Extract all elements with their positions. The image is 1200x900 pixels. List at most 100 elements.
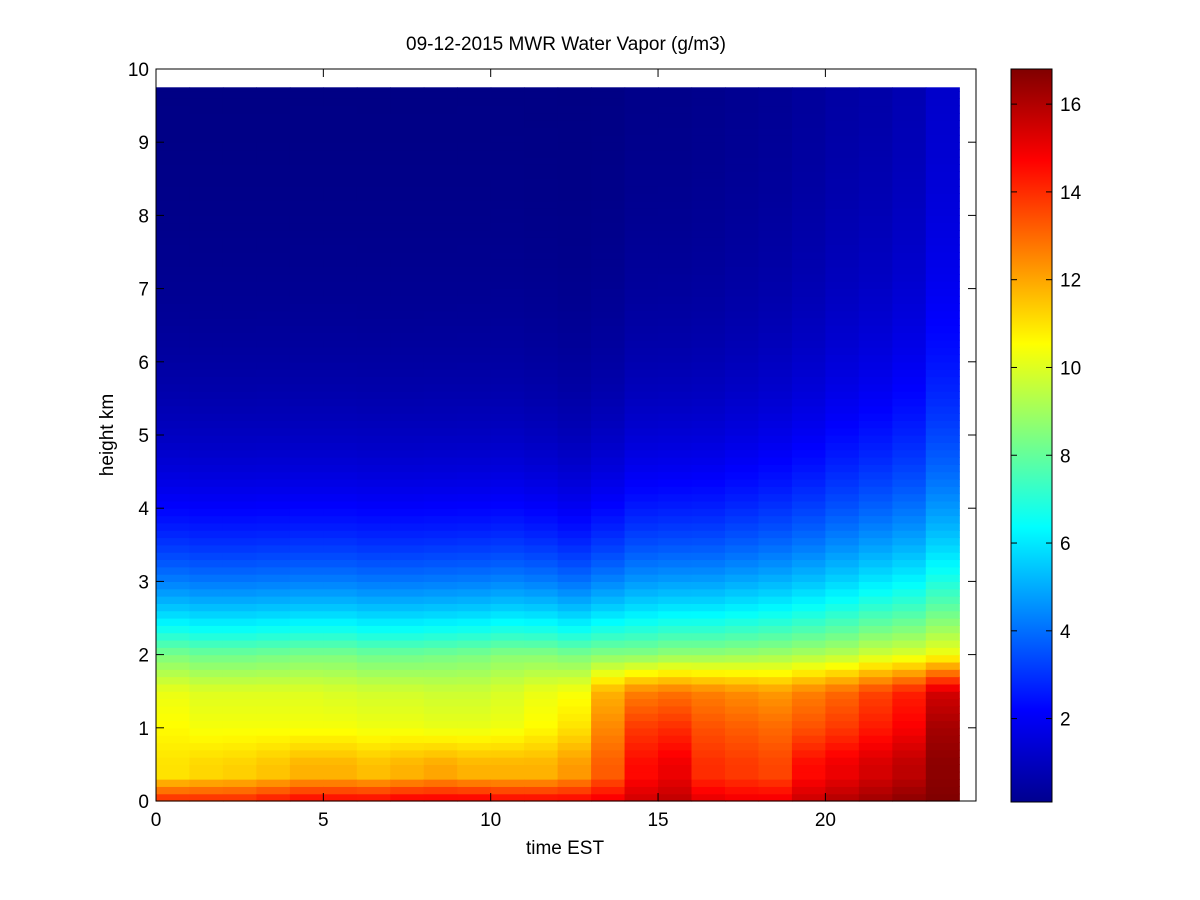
heatmap-cell [256,566,291,575]
heatmap-cell [222,288,258,297]
heatmap-cell [858,87,893,92]
heatmap-cell [691,683,726,692]
heatmap-cell [156,661,191,670]
heatmap-cell [791,654,826,663]
heatmap-cell [825,200,860,209]
heatmap-cell [222,632,258,641]
heatmap-cell [791,603,826,612]
heatmap-cell [156,581,191,590]
heatmap-cell [925,259,960,268]
heatmap-cell [189,522,224,531]
heatmap-cell [591,632,626,641]
heatmap-cell [658,581,693,590]
heatmap-cell [658,771,693,780]
heatmap-cell [791,669,826,678]
heatmap-cell [925,742,960,751]
heatmap-cell [289,127,324,136]
heatmap-cell [390,757,425,765]
heatmap-cell [256,610,291,619]
heatmap-cell [858,530,893,539]
heatmap-cell [423,757,458,765]
heatmap-cell [490,508,525,517]
heatmap-cell [591,691,626,700]
heatmap-cell [423,266,458,275]
heatmap-cell [222,449,258,458]
heatmap-cell [925,544,960,553]
heatmap-cell [222,252,258,260]
heatmap-cell [691,149,726,158]
heatmap-cell [457,727,492,736]
heatmap-cell [457,713,492,722]
heatmap-cell [591,720,626,729]
heatmap-cell [658,471,693,480]
heatmap-cell [791,208,826,216]
heatmap-cell [457,303,492,312]
heatmap-cell [189,391,224,399]
heatmap-cell [189,713,224,722]
heatmap-cell [791,661,826,670]
heatmap-cell [457,200,492,209]
heatmap-cell [858,603,893,612]
heatmap-cell [758,625,793,634]
heatmap-cell [925,493,960,502]
heatmap-cell [557,530,592,539]
heatmap-cell [691,632,726,641]
heatmap-cell [758,420,793,429]
heatmap-cell [791,574,826,582]
heatmap-cell [925,566,960,575]
heatmap-cell [390,698,425,707]
heatmap-cell [791,683,826,692]
heatmap-cell [892,632,927,641]
heatmap-cell [289,171,324,180]
heatmap-cell [289,449,324,458]
heatmap-cell [524,500,559,509]
heatmap-cell [156,456,191,465]
heatmap-cell [524,515,559,524]
heatmap-cell [925,508,960,517]
heatmap-cell [356,530,391,539]
heatmap-cell [457,435,492,443]
heatmap-cell [490,208,525,216]
heatmap-cell [925,698,960,707]
heatmap-cell [724,574,760,582]
heatmap-cell [423,90,458,99]
heatmap-cell [892,87,927,92]
heatmap-cell [156,705,191,714]
heatmap-cell [323,90,358,99]
heatmap-cell [892,581,927,590]
heatmap-cell [524,398,559,407]
heatmap-cell [323,779,358,787]
heatmap-cell [323,749,358,758]
heatmap-cell [490,361,525,370]
heatmap-cell [189,295,224,304]
heatmap-cell [323,383,358,392]
heatmap-cell [658,398,693,407]
heatmap-cell [591,771,626,780]
heatmap-cell [892,303,927,312]
heatmap-cell [524,112,559,121]
heatmap-cell [758,98,793,107]
heatmap-cell [691,186,726,195]
heatmap-cell [591,361,626,370]
heatmap-cell [256,376,291,385]
heatmap-cell [356,156,391,165]
heatmap-cell [658,171,693,180]
heatmap-cell [691,427,726,436]
heatmap-cell [289,295,324,304]
heatmap-cell [524,618,559,626]
heatmap-cell [892,669,927,678]
heatmap-cell [222,727,258,736]
heatmap-cell [758,295,793,304]
heatmap-cell [791,178,826,187]
heatmap-cell [256,427,291,436]
heatmap-cell [658,186,693,195]
heatmap-cell [356,449,391,458]
heatmap-cell [791,325,826,334]
heatmap-cell [758,735,793,744]
heatmap-cell [624,420,659,429]
heatmap-cell [591,405,626,414]
heatmap-cell [356,522,391,531]
heatmap-cell [791,727,826,736]
heatmap-cell [925,603,960,612]
chart-title: 09-12-2015 MWR Water Vapor (g/m3) [406,34,726,55]
